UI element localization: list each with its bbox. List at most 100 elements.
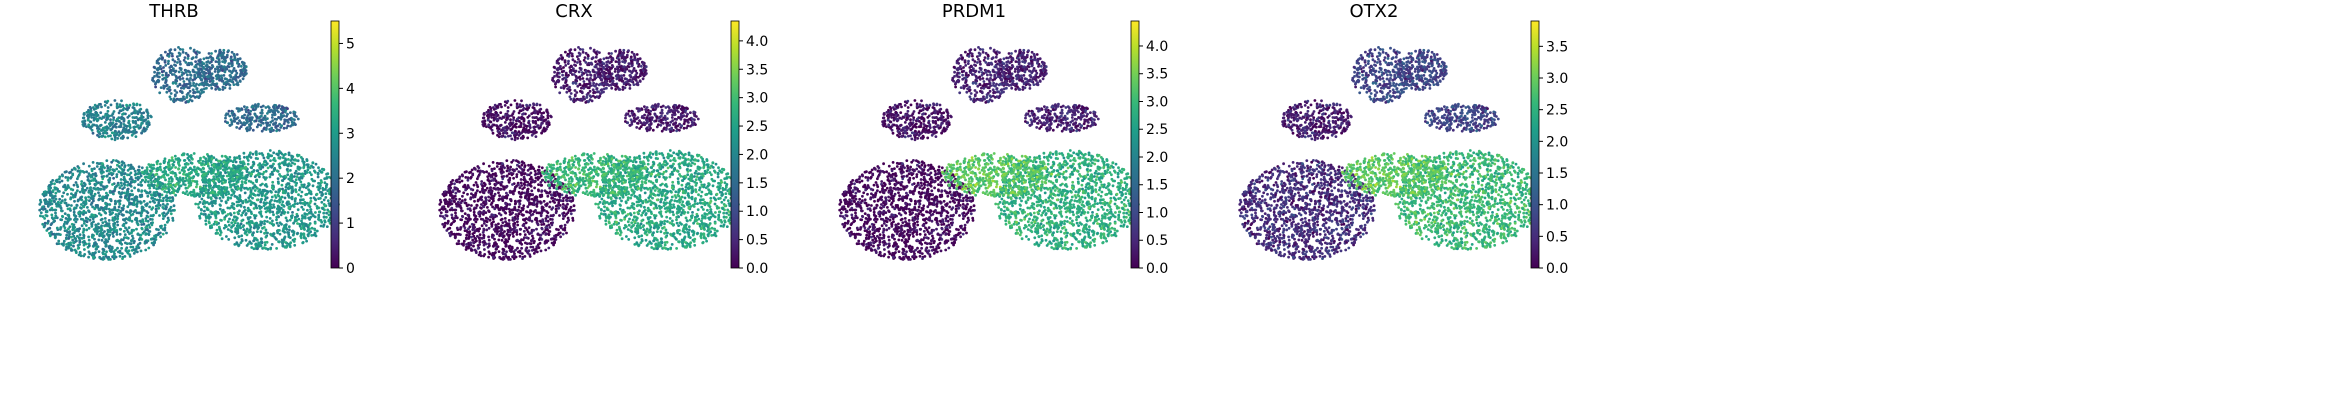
data-point bbox=[122, 204, 126, 208]
data-point bbox=[280, 124, 284, 128]
data-point bbox=[150, 166, 154, 170]
data-point bbox=[106, 106, 110, 109]
data-point bbox=[213, 83, 216, 86]
data-point bbox=[61, 174, 64, 178]
data-point bbox=[65, 170, 68, 174]
data-point bbox=[312, 196, 316, 200]
data-point bbox=[217, 184, 221, 188]
data-point bbox=[278, 200, 282, 204]
data-point bbox=[152, 186, 156, 190]
data-point bbox=[311, 184, 315, 188]
data-point bbox=[214, 214, 218, 218]
data-point bbox=[101, 252, 105, 256]
data-point bbox=[248, 208, 251, 212]
data-point bbox=[289, 159, 293, 162]
data-point bbox=[115, 233, 119, 236]
data-point bbox=[263, 231, 266, 235]
data-point bbox=[227, 223, 231, 227]
data-point bbox=[122, 229, 126, 233]
data-point bbox=[550, 194, 554, 197]
data-point bbox=[200, 188, 204, 192]
data-point bbox=[476, 247, 480, 250]
data-point bbox=[291, 204, 295, 207]
data-point bbox=[269, 203, 272, 207]
data-point bbox=[125, 242, 129, 246]
data-point bbox=[83, 122, 87, 126]
data-point bbox=[210, 52, 213, 55]
data-point bbox=[139, 107, 143, 111]
data-point bbox=[239, 64, 243, 68]
data-point bbox=[177, 167, 180, 171]
data-point bbox=[244, 238, 248, 242]
data-point bbox=[224, 201, 228, 205]
data-point bbox=[182, 182, 185, 186]
data-point bbox=[239, 204, 243, 208]
data-point bbox=[156, 75, 160, 78]
data-point bbox=[108, 124, 112, 128]
data-point bbox=[537, 176, 541, 180]
data-point bbox=[168, 196, 172, 200]
data-point bbox=[287, 231, 290, 235]
data-point bbox=[222, 74, 226, 77]
data-point bbox=[61, 194, 64, 198]
data-point bbox=[204, 213, 207, 216]
data-point bbox=[320, 200, 324, 204]
data-point bbox=[122, 123, 126, 126]
data-point bbox=[273, 199, 277, 203]
data-point bbox=[92, 255, 95, 259]
data-point bbox=[244, 198, 248, 202]
data-point bbox=[87, 115, 91, 118]
data-point bbox=[116, 220, 119, 224]
data-point bbox=[246, 126, 249, 130]
data-point bbox=[78, 171, 82, 174]
data-point bbox=[220, 79, 224, 83]
data-point bbox=[277, 240, 280, 244]
data-point bbox=[537, 188, 540, 192]
data-point bbox=[131, 106, 135, 109]
data-point bbox=[320, 170, 324, 174]
data-point bbox=[294, 197, 297, 200]
data-point bbox=[282, 122, 286, 126]
data-point bbox=[286, 112, 289, 116]
data-point bbox=[230, 64, 234, 68]
data-point bbox=[152, 65, 156, 69]
data-point bbox=[66, 178, 70, 182]
data-point bbox=[285, 168, 289, 172]
data-point bbox=[83, 183, 87, 186]
data-point bbox=[184, 173, 188, 176]
data-point bbox=[135, 195, 139, 199]
data-point bbox=[130, 189, 134, 193]
data-point bbox=[264, 235, 268, 239]
data-point bbox=[155, 209, 158, 213]
data-point bbox=[548, 226, 552, 229]
data-point bbox=[66, 185, 70, 189]
data-point bbox=[252, 193, 256, 197]
data-point bbox=[70, 204, 73, 207]
data-point bbox=[102, 170, 105, 174]
data-point bbox=[80, 206, 83, 210]
data-point bbox=[179, 184, 183, 188]
data-point bbox=[252, 214, 256, 217]
data-point bbox=[524, 247, 528, 251]
data-point bbox=[89, 186, 92, 190]
data-point bbox=[209, 196, 213, 200]
data-point bbox=[217, 171, 220, 174]
data-point bbox=[266, 124, 269, 127]
data-point bbox=[152, 163, 156, 167]
data-point bbox=[220, 199, 223, 203]
data-point bbox=[236, 203, 240, 207]
data-point bbox=[62, 239, 66, 243]
data-point bbox=[233, 194, 237, 198]
data-point bbox=[202, 57, 206, 61]
data-point bbox=[229, 184, 233, 188]
data-point bbox=[251, 105, 254, 108]
data-point bbox=[473, 226, 477, 229]
data-point bbox=[91, 161, 95, 164]
data-point bbox=[222, 48, 226, 52]
data-point bbox=[132, 198, 136, 202]
data-point bbox=[251, 186, 255, 190]
data-point bbox=[94, 247, 98, 251]
data-point bbox=[465, 229, 468, 233]
data-point bbox=[153, 179, 157, 183]
data-point bbox=[63, 198, 67, 202]
